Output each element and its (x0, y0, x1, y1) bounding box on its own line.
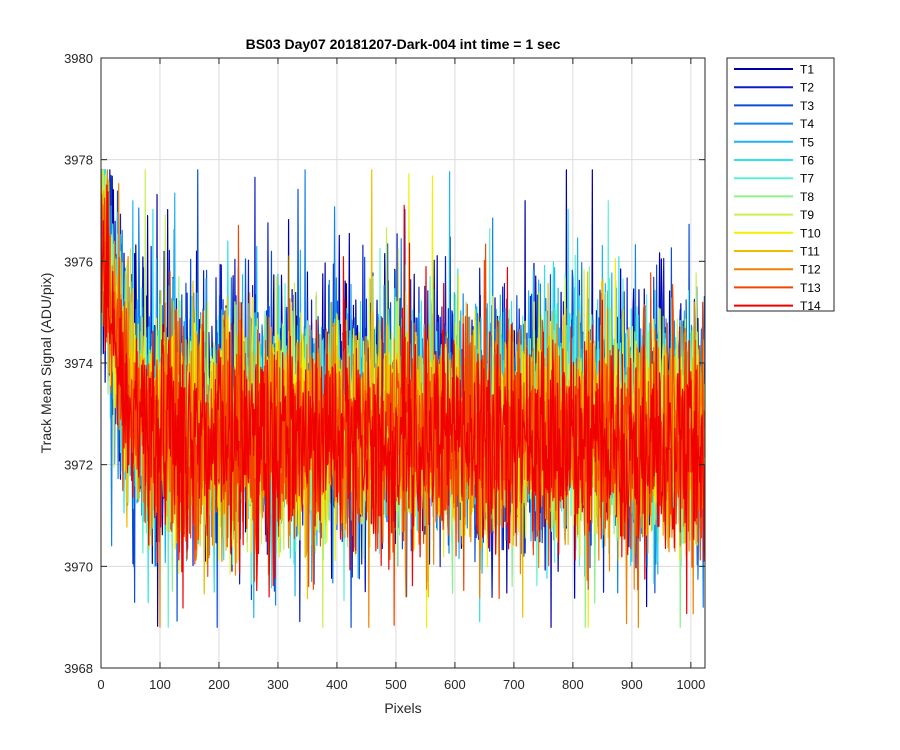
legend-item-t2: T2 (734, 81, 814, 95)
legend-label: T3 (800, 99, 814, 113)
legend: T1 T2 T3 T4 T5 T6 T7 T8 T9 T10 T11 T12 T13 T14 (726, 57, 835, 313)
x-tick-label: 600 (444, 677, 466, 692)
legend-label: T7 (800, 172, 814, 186)
legend-label: T5 (800, 135, 814, 149)
legend-label: T11 (800, 245, 820, 259)
legend-item-t7: T7 (734, 172, 814, 186)
legend-item-t12: T12 (734, 263, 821, 277)
legend-label: T8 (800, 190, 814, 204)
legend-item-t8: T8 (734, 190, 814, 204)
x-tick-label: 0 (97, 677, 104, 692)
y-tick-label: 3972 (64, 458, 93, 473)
legend-item-t5: T5 (734, 135, 814, 149)
legend-label: T4 (800, 117, 814, 131)
x-tick-label: 200 (208, 677, 230, 692)
plot-lines (101, 169, 705, 628)
x-tick-label: 700 (503, 677, 525, 692)
x-tick-label: 900 (621, 677, 643, 692)
legend-label: T13 (800, 281, 821, 295)
legend-item-t10: T10 (734, 226, 821, 240)
series-line-t13 (101, 193, 705, 626)
legend-item-t1: T1 (734, 63, 814, 77)
legend-label: T10 (800, 226, 821, 240)
x-tick-label: 500 (385, 677, 407, 692)
y-tick-label: 3976 (64, 254, 93, 269)
y-tick-label: 3974 (64, 356, 93, 371)
legend-item-t9: T9 (734, 208, 814, 222)
legend-item-t6: T6 (734, 154, 814, 168)
legend-label: T12 (800, 263, 821, 277)
legend-label: T2 (800, 81, 814, 95)
x-axis: 0 100 200 300 400 500 600 700 800 900 1000 (97, 58, 705, 692)
legend-item-t4: T4 (734, 117, 814, 131)
x-tick-label: 400 (326, 677, 348, 692)
y-axis-label: Track Mean Signal (ADU/pix) (38, 273, 54, 454)
x-tick-label: 100 (149, 677, 171, 692)
legend-item-t11: T11 (734, 245, 820, 259)
y-tick-label: 3980 (64, 51, 93, 66)
y-axis: 3968 3970 3972 3974 3976 3978 3980 (64, 51, 705, 676)
x-tick-label: 800 (562, 677, 584, 692)
legend-label: T6 (800, 154, 814, 168)
legend-label: T9 (800, 208, 814, 222)
series-line-t14 (101, 169, 705, 615)
x-tick-label: 300 (267, 677, 289, 692)
legend-item-t3: T3 (734, 99, 814, 113)
legend-label: T14 (800, 299, 821, 313)
y-tick-label: 3970 (64, 559, 93, 574)
legend-item-t13: T13 (734, 281, 821, 295)
y-tick-label: 3978 (64, 153, 93, 168)
legend-item-t14: T14 (734, 299, 821, 313)
legend-label: T1 (800, 63, 814, 77)
y-tick-label: 3968 (64, 661, 93, 676)
x-axis-label: Pixels (384, 700, 421, 716)
x-tick-label: 1000 (676, 677, 705, 692)
chart-title: BS03 Day07 20181207-Dark-004 int time = … (246, 36, 561, 52)
